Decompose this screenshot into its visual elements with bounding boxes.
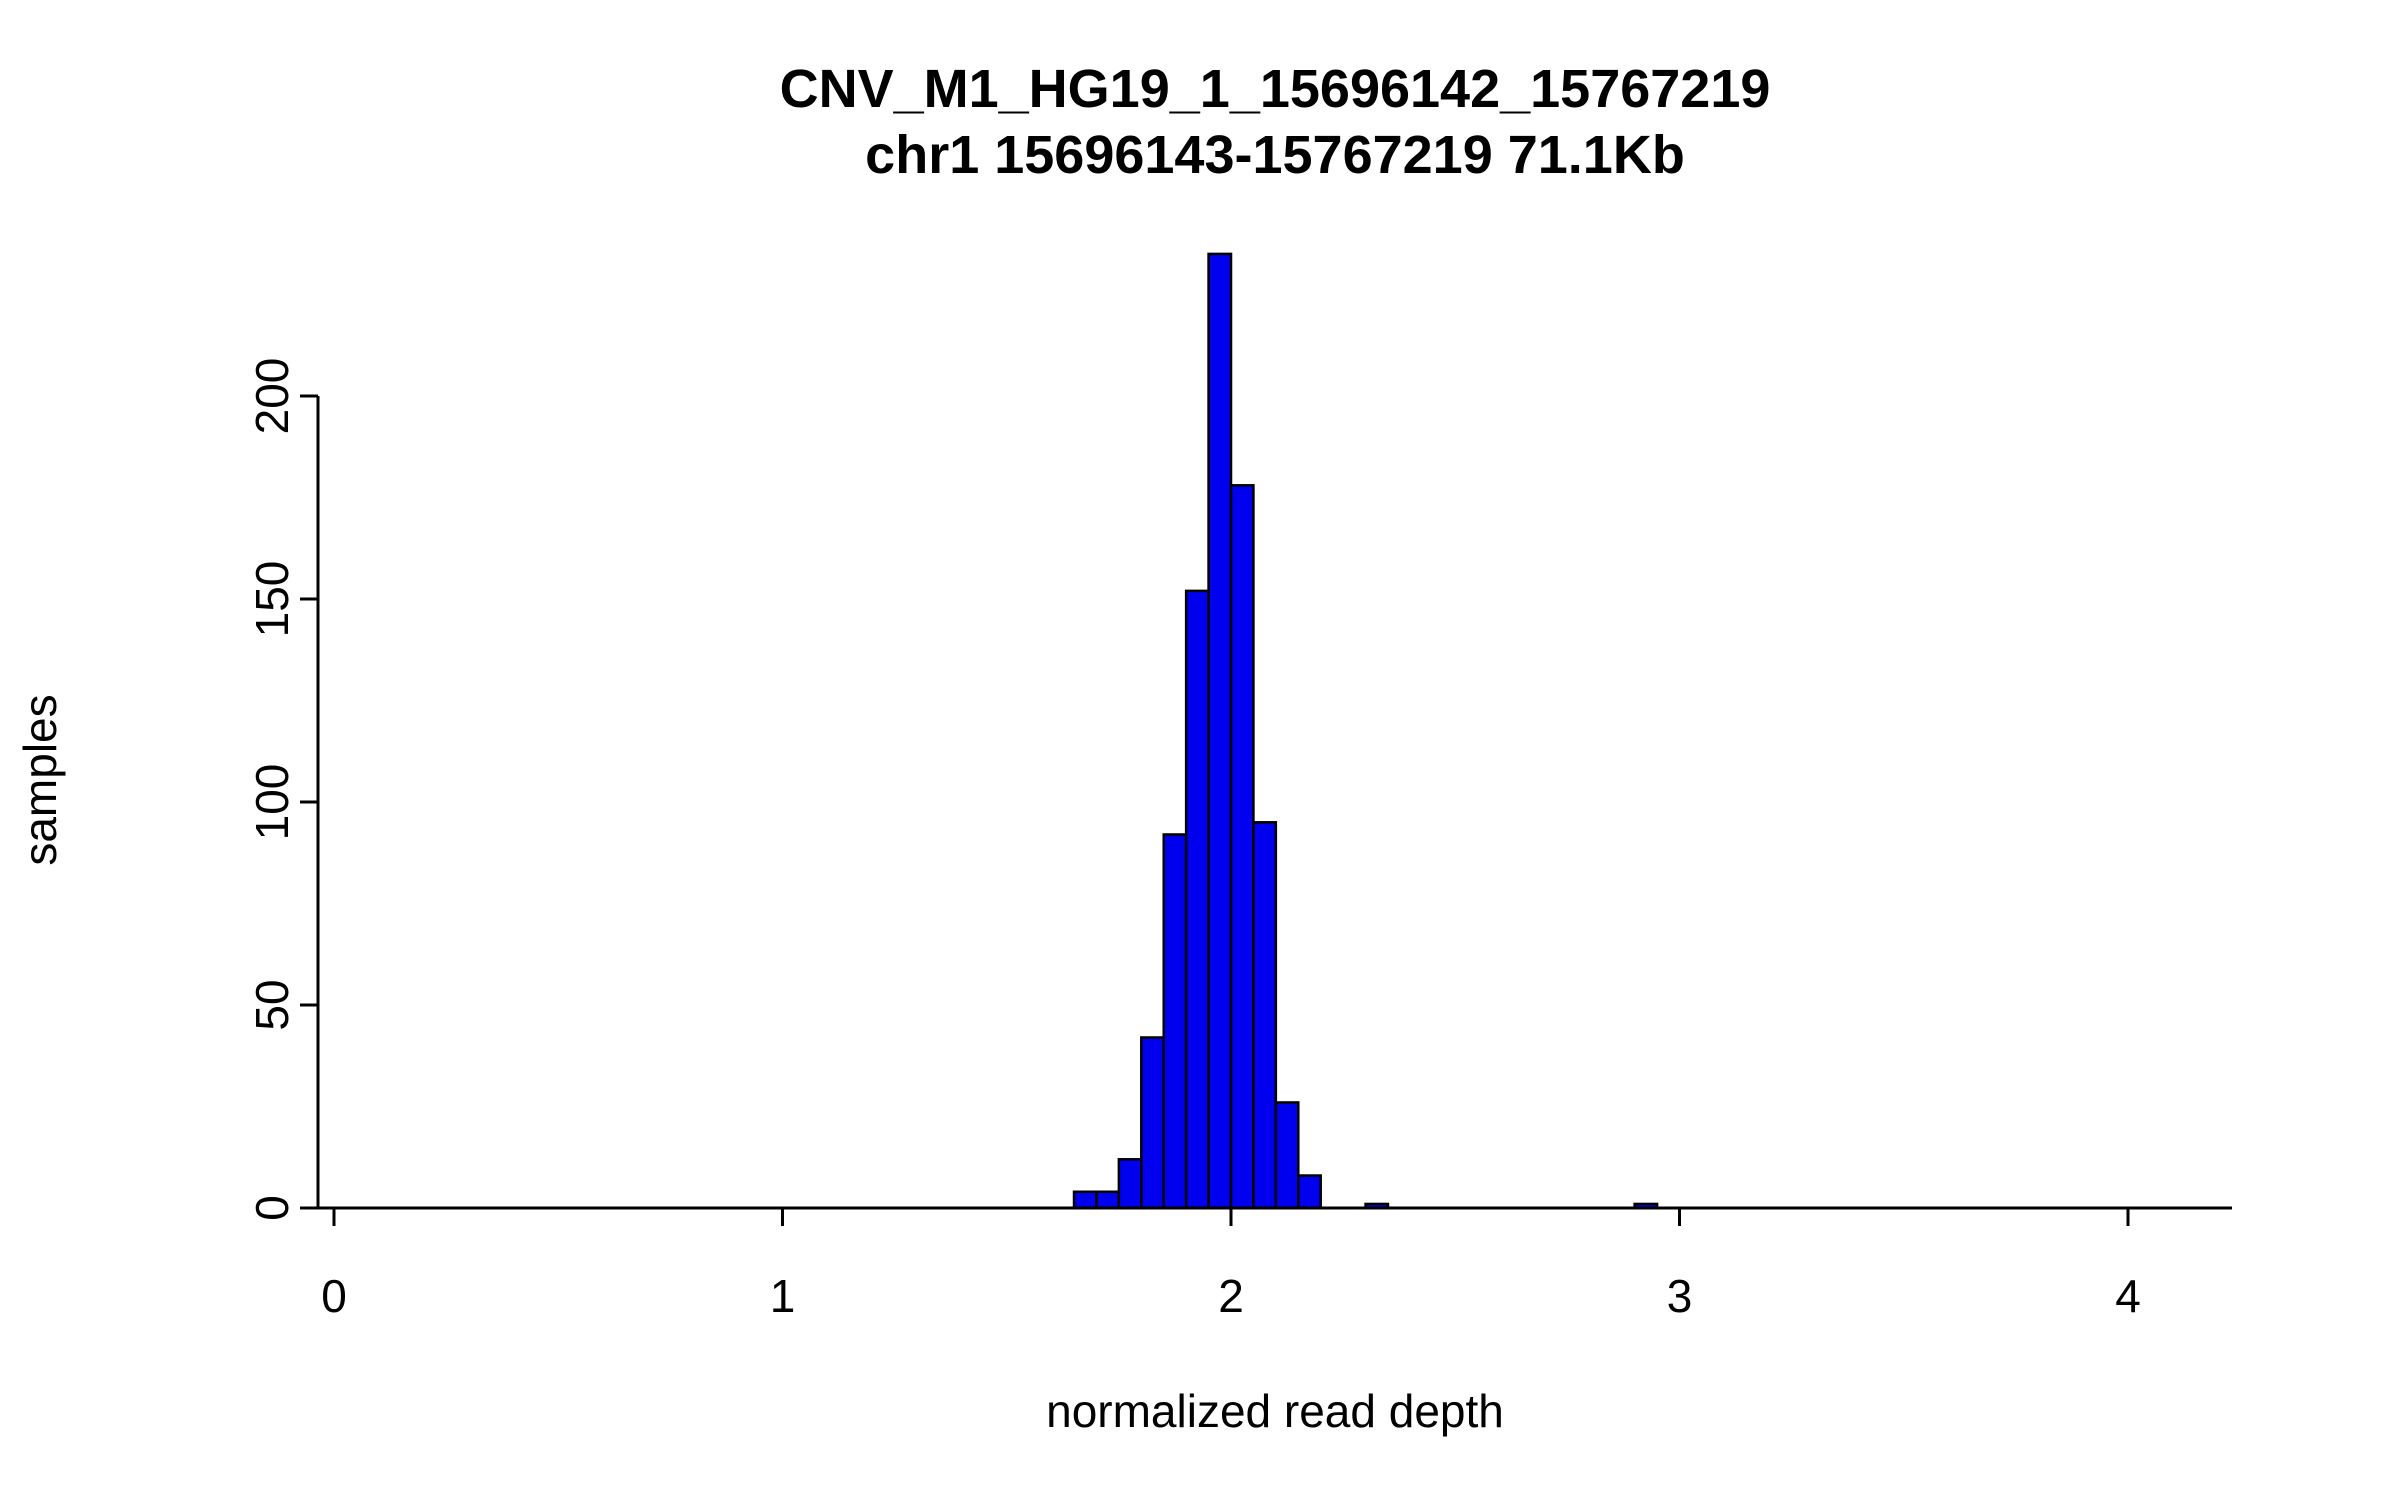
histogram-bar — [1140, 1036, 1165, 1210]
histogram-bar — [1274, 1101, 1300, 1210]
y-tick-label: 150 — [246, 561, 298, 638]
y-tick-label: 0 — [246, 1195, 298, 1221]
histogram-bar — [1117, 1158, 1143, 1210]
x-tick-label: 4 — [2115, 1270, 2141, 1322]
histogram-bar — [1095, 1190, 1121, 1210]
histogram-bar — [1297, 1174, 1322, 1210]
chart-subtitle: chr1 15696143-15767219 71.1Kb — [865, 125, 1685, 185]
y-tick-label: 50 — [246, 979, 298, 1030]
x-tick-label: 0 — [321, 1270, 347, 1322]
histogram-bar — [1229, 484, 1255, 1210]
y-tick-label: 200 — [246, 358, 298, 435]
y-tick-label: 100 — [246, 764, 298, 841]
x-tick-label: 3 — [1667, 1270, 1693, 1322]
x-tick-label: 2 — [1218, 1270, 1244, 1322]
histogram-bar — [1207, 252, 1233, 1210]
histogram-bar — [1072, 1190, 1098, 1210]
histogram-bar — [1252, 821, 1278, 1210]
histogram-bar — [1162, 833, 1188, 1210]
x-tick-label: 1 — [770, 1270, 796, 1322]
histogram-bar — [1184, 589, 1210, 1210]
x-axis-label: normalized read depth — [1046, 1385, 1504, 1437]
chart-title: CNV_M1_HG19_1_15696142_15767219 — [779, 59, 1771, 119]
y-axis-label: samples — [14, 694, 66, 866]
